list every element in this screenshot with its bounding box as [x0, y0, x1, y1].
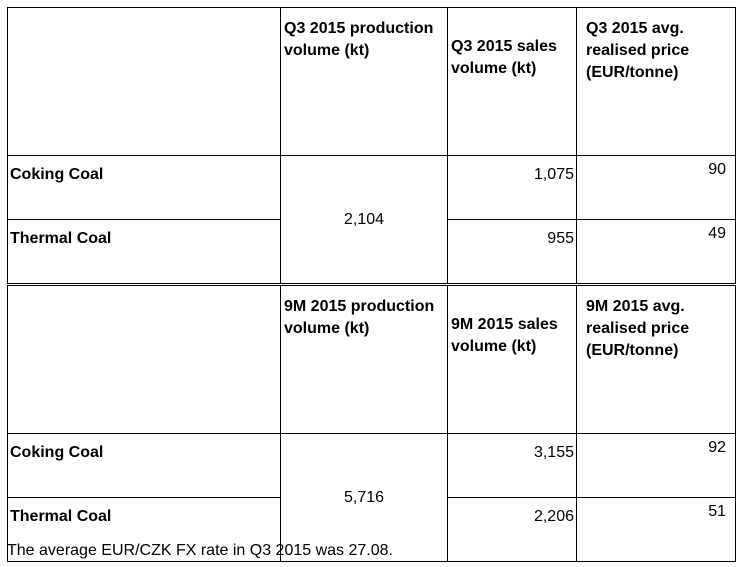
header-avg-price: Q3 2015 avg. realised price (EUR/tonne): [576, 7, 736, 156]
row-label-coking-coal: Coking Coal: [7, 433, 281, 498]
header-production-volume: 9M 2015 production volume (kt): [280, 285, 448, 434]
table-row: Thermal Coal 2,206 51: [7, 497, 736, 562]
avg-price-value: 51: [576, 497, 736, 562]
header-production-volume: Q3 2015 production volume (kt): [280, 7, 448, 156]
header-cell-empty: [7, 285, 281, 434]
avg-price-value: 49: [576, 219, 736, 284]
header-avg-price: 9M 2015 avg. realised price (EUR/tonne): [576, 285, 736, 434]
table-header-row: 9M 2015 production volume (kt) 9M 2015 s…: [7, 285, 736, 434]
row-label-thermal-coal: Thermal Coal: [7, 219, 281, 284]
9m-2015-table: 9M 2015 production volume (kt) 9M 2015 s…: [7, 285, 736, 562]
table-header-row: Q3 2015 production volume (kt) Q3 2015 s…: [7, 7, 736, 156]
sales-volume-value: 3,155: [447, 433, 577, 498]
q3-2015-table: Q3 2015 production volume (kt) Q3 2015 s…: [7, 7, 736, 284]
sales-volume-value: 1,075: [447, 155, 577, 220]
header-sales-volume: 9M 2015 sales volume (kt): [447, 285, 577, 434]
table-row: Coking Coal 2,104 1,075 90: [7, 155, 736, 284]
sales-volume-value: 955: [447, 219, 577, 284]
sales-volume-value: 2,206: [447, 497, 577, 562]
avg-price-value: 92: [576, 433, 736, 498]
row-label-thermal-coal: Thermal Coal: [7, 497, 281, 562]
table-row: Thermal Coal 955 49: [7, 219, 736, 284]
table-row: Coking Coal 5,716 3,155 92: [7, 433, 736, 562]
header-sales-volume: Q3 2015 sales volume (kt): [447, 7, 577, 156]
avg-price-value: 90: [576, 155, 736, 220]
header-cell-empty: [7, 7, 281, 156]
production-volume-value: 5,716: [280, 433, 448, 562]
fx-rate-footnote: The average EUR/CZK FX rate in Q3 2015 w…: [7, 542, 393, 559]
production-volume-value: 2,104: [280, 155, 448, 284]
row-label-coking-coal: Coking Coal: [7, 155, 281, 220]
